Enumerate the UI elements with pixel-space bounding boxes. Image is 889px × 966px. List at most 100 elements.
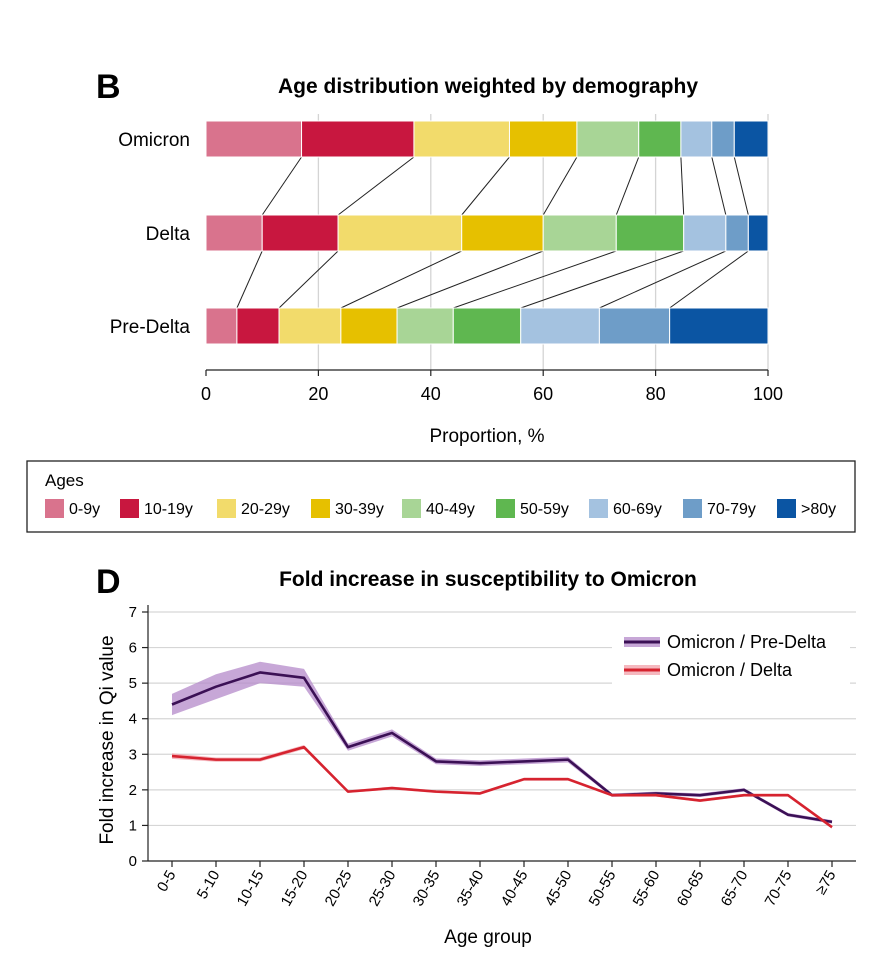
legend-swatch->80y [777, 499, 796, 518]
bar-segment-10-19y [236, 307, 280, 345]
connector-line [733, 156, 749, 216]
chart-d-x-tick-label: ≥75 [812, 868, 839, 898]
chart-d-x-tick-label: 5-10 [194, 868, 224, 903]
chart-d-ylabel: Fold increase in Qi value [97, 635, 118, 844]
legend-band-swatch [624, 665, 660, 675]
panel-letter-d: D [96, 563, 121, 601]
bar-segment-70-79y [725, 214, 749, 252]
legend-swatch-20-29y [217, 499, 236, 518]
connector-line [599, 250, 727, 309]
chart-b-x-tick-label: 100 [753, 384, 783, 404]
legend-swatch-70-79y [683, 499, 702, 518]
chart-d-x-tick-label: 55-60 [630, 868, 664, 910]
series-band-1 [172, 745, 832, 829]
legend-label->80y: >80y [801, 501, 836, 518]
connector-line [396, 250, 544, 309]
series-line-0 [171, 671, 833, 824]
bar-segment-50-59y [638, 120, 682, 158]
chart-d-x-tick-label: 45-50 [542, 868, 576, 910]
series-line-1 [171, 745, 833, 829]
age-distribution-chart: B Age distribution weighted by demograph… [26, 68, 856, 533]
chart-d-x-tick-label: 50-55 [586, 868, 620, 910]
legend-label-series-1: Omicron / Delta [667, 660, 793, 680]
chart-d-y-tick-label: 1 [129, 817, 137, 834]
bar-segment-0-9y [205, 120, 303, 158]
chart-b-x-tick-label: 20 [308, 384, 328, 404]
connector-line [542, 156, 578, 216]
connector-line [669, 250, 749, 309]
ages-legend-title: Ages [45, 471, 84, 490]
chart-d-y-tick-label: 6 [129, 640, 137, 657]
category-label-omicron: Omicron [118, 130, 190, 151]
connector-line [520, 250, 684, 309]
chart-d-y-tick-label: 3 [129, 746, 137, 763]
chart-d-x-tick-label: 10-15 [234, 868, 268, 910]
chart-d-x-tick-label: 15-20 [278, 868, 312, 910]
chart-d-legend: Omicron / Pre-Delta Omicron / Delta [612, 625, 850, 687]
chart-d-series [171, 661, 833, 829]
connector-line [236, 250, 263, 309]
bar-segment-30-39y [340, 307, 398, 345]
bar-segment-60-69y [680, 120, 713, 158]
chart-d-y-ticks: 0 1 2 3 4 5 6 7 [129, 604, 148, 870]
legend-label-30-39y: 30-39y [335, 501, 384, 518]
chart-d-xlabel: Age group [444, 927, 532, 948]
chart-b-x-ticks: 0 20 40 60 80 100 [201, 370, 783, 404]
legend-label-20-29y: 20-29y [241, 501, 290, 518]
chart-d-legend-bg [612, 625, 850, 687]
legend-label-40-49y: 40-49y [426, 501, 475, 518]
connector-line [711, 156, 727, 216]
bar-segment-30-39y [508, 120, 578, 158]
chart-d-x-tick-label: 40-45 [498, 868, 532, 910]
chart-d-y-tick-label: 5 [129, 675, 137, 692]
bar-segment-40-49y [396, 307, 454, 345]
legend-swatch-50-59y [496, 499, 515, 518]
series-band-0 [172, 661, 832, 824]
chart-b-bars [205, 120, 769, 345]
connector-line [337, 156, 415, 216]
legend-swatch-60-69y [589, 499, 608, 518]
legend-band-swatch [624, 637, 660, 647]
legend-swatch-0-9y [45, 499, 64, 518]
chart-d-title: Fold increase in susceptibility to Omicr… [279, 568, 697, 591]
chart-d-x-tick-label: 20-25 [322, 868, 356, 910]
chart-b-category-labels: Omicron Delta Pre-Delta [110, 130, 191, 338]
legend-label-0-9y: 0-9y [69, 501, 100, 518]
bar-segment-40-49y [542, 214, 617, 252]
bar-segment-50-59y [452, 307, 522, 345]
bar-segment->80y [747, 214, 769, 252]
bar-segment-70-79y [711, 120, 735, 158]
chart-d-x-tick-label: 70-75 [762, 868, 796, 910]
connector-line [453, 250, 617, 309]
bar-segment-60-69y [683, 214, 727, 252]
bar-segment->80y [669, 307, 769, 345]
bar-segment-20-29y [278, 307, 342, 345]
chart-b-x-tick-label: 40 [421, 384, 441, 404]
ages-legend-items: 0-9y 10-19y 20-29y 30-39y 40-49y 50-59y 60-69y… [45, 499, 836, 518]
chart-d-y-tick-label: 0 [129, 853, 137, 870]
legend-label-50-59y: 50-59y [520, 501, 569, 518]
connector-line [278, 250, 339, 309]
panel-letter-b: B [96, 68, 121, 106]
chart-b-title: Age distribution weighted by demography [278, 75, 698, 98]
chart-d-x-tick-label: 35-40 [454, 868, 488, 910]
chart-d-y-tick-label: 4 [129, 711, 137, 728]
legend-label-10-19y: 10-19y [144, 501, 193, 518]
bar-segment-10-19y [261, 214, 339, 252]
bar-segment->80y [733, 120, 769, 158]
connector-line [461, 156, 510, 216]
bar-segment-50-59y [615, 214, 685, 252]
legend-swatch-10-19y [120, 499, 139, 518]
chart-d-x-tick-label: 60-65 [674, 868, 708, 910]
chart-d-x-tick-label: 0-5 [154, 868, 180, 895]
chart-d-x-tick-label: 25-30 [366, 868, 400, 910]
connector-line [680, 156, 685, 216]
category-label-pre-delta: Pre-Delta [110, 317, 191, 338]
chart-d-x-tick-label: 65-70 [718, 868, 752, 910]
legend-label-series-0: Omicron / Pre-Delta [667, 632, 827, 652]
bar-segment-10-19y [301, 120, 415, 158]
connector-line [340, 250, 462, 309]
chart-b-xlabel: Proportion, % [429, 426, 544, 447]
legend-label-70-79y: 70-79y [707, 501, 756, 518]
bar-segment-0-9y [205, 307, 238, 345]
